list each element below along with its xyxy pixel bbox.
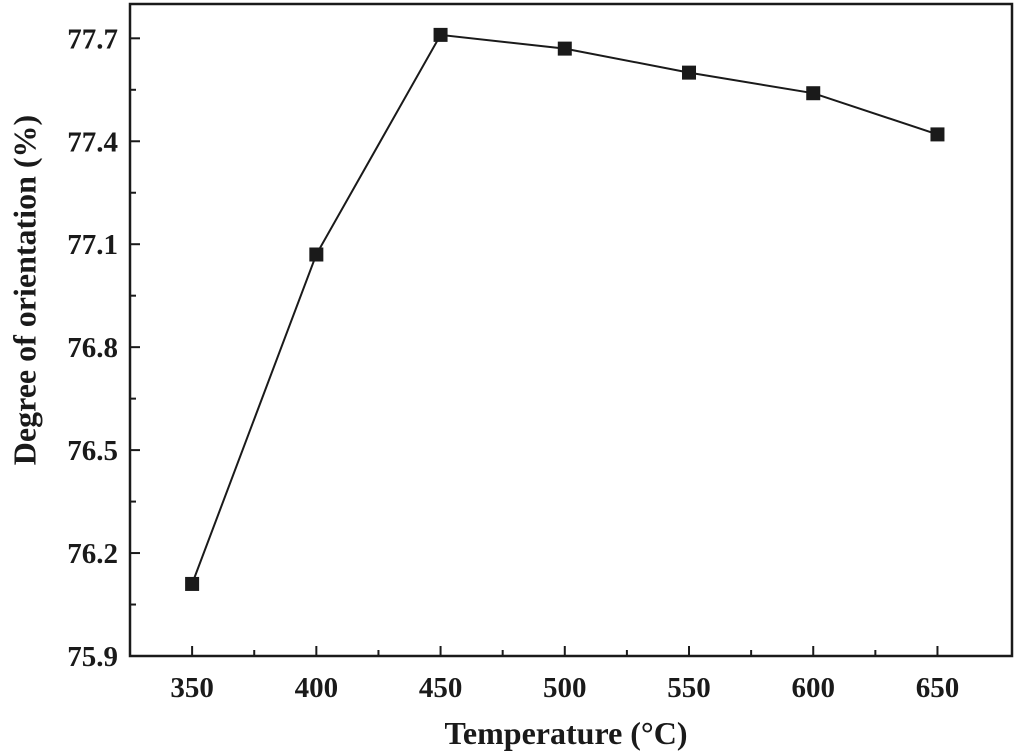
data-point-marker [682,65,697,80]
series-line [191,33,938,585]
y-tick-label: 77.7 [67,23,118,55]
data-point-marker [806,86,821,101]
data-point-marker [930,127,945,142]
tick-labels-layer: 350 400 450 500 550 600 650 75.9 76.2 76.5 76.8 77.… [67,23,959,704]
x-tick-label: 550 [667,672,711,704]
y-axis-title: Degree of orientation (%) [6,115,42,465]
x-axis-title: Temperature (°C) [445,715,688,751]
y-tick-label: 77.1 [67,229,118,261]
y-tick-label: 75.9 [67,641,118,673]
data-point-marker [309,247,324,262]
data-point-marker [185,576,200,591]
y-tick-label: 76.5 [67,435,118,467]
x-tick-label: 400 [295,672,339,704]
y-tick-label: 76.2 [67,538,118,570]
x-tick-label: 650 [916,672,960,704]
y-tick-label: 77.4 [67,126,118,158]
y-tick-label: 76.8 [67,332,118,364]
x-tick-label: 350 [170,672,214,704]
x-tick-label: 450 [419,672,463,704]
data-point-marker [557,41,572,56]
series-layer [185,27,945,591]
ticks-layer [130,37,939,657]
x-tick-label: 500 [543,672,587,704]
plot-frame [128,2,1014,658]
x-tick-label: 600 [791,672,835,704]
data-point-marker [433,27,448,42]
